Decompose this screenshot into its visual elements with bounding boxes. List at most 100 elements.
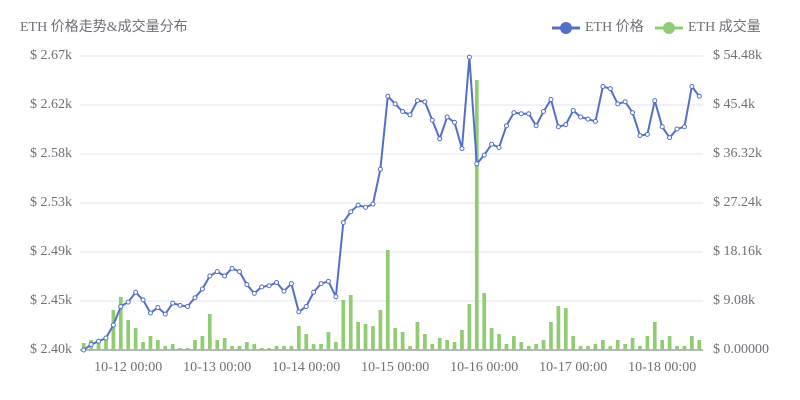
x-tick-label: 10-14 00:00 bbox=[272, 360, 340, 375]
price-point bbox=[222, 273, 228, 279]
price-point bbox=[585, 116, 591, 122]
x-tick-label: 10-17 00:00 bbox=[539, 360, 607, 375]
y2-tick-label: $ 27.24k bbox=[713, 195, 762, 210]
y-tick-label: $ 2.45k bbox=[30, 293, 72, 308]
price-point bbox=[533, 123, 539, 129]
volume-bar bbox=[497, 334, 501, 350]
volume-bar bbox=[638, 346, 642, 350]
price-point bbox=[170, 300, 176, 306]
y2-tick-label: $ 18.16k bbox=[713, 244, 762, 259]
price-point bbox=[274, 279, 280, 285]
volume-bar bbox=[371, 325, 375, 350]
price-point bbox=[667, 135, 673, 141]
price-point bbox=[288, 281, 294, 287]
price-point bbox=[622, 99, 628, 105]
volume-bar bbox=[156, 340, 160, 350]
x-tick-label: 10-15 00:00 bbox=[361, 360, 429, 375]
y-tick-label: $ 2.58k bbox=[30, 146, 72, 161]
volume-bar bbox=[200, 336, 205, 350]
volume-bar bbox=[178, 348, 182, 350]
price-point bbox=[444, 114, 450, 120]
volume-bar bbox=[556, 306, 561, 350]
price-point bbox=[96, 338, 102, 344]
price-point bbox=[459, 146, 465, 152]
price-point bbox=[600, 83, 606, 89]
volume-bar bbox=[623, 344, 627, 350]
price-point bbox=[548, 97, 554, 103]
y2-tick-label: $ 36.32k bbox=[713, 146, 762, 161]
price-point bbox=[333, 294, 339, 300]
price-point bbox=[125, 299, 131, 305]
price-point bbox=[244, 282, 250, 288]
price-point bbox=[185, 303, 191, 309]
y-tick-label: $ 2.67k bbox=[30, 48, 72, 63]
volume-bar bbox=[563, 308, 568, 350]
price-point bbox=[681, 124, 687, 130]
price-point bbox=[615, 101, 621, 107]
volume-bar bbox=[593, 344, 598, 350]
volume-bar bbox=[467, 304, 472, 350]
legend-label[interactable]: ETH 成交量 bbox=[688, 18, 761, 35]
volume-bar bbox=[282, 346, 286, 350]
volume-bar bbox=[259, 348, 264, 350]
price-point bbox=[325, 278, 331, 284]
price-point bbox=[348, 209, 354, 215]
volume-bar bbox=[519, 342, 524, 350]
price-point bbox=[392, 101, 398, 107]
price-point bbox=[429, 117, 435, 123]
volume-bar bbox=[393, 327, 398, 350]
volume-bar bbox=[274, 346, 279, 350]
volume-bar bbox=[311, 344, 316, 350]
volume-bar bbox=[630, 338, 635, 350]
volume-bar bbox=[230, 346, 234, 350]
legend-label[interactable]: ETH 价格 bbox=[585, 19, 644, 35]
volume-bar bbox=[445, 340, 449, 350]
price-point bbox=[496, 144, 502, 150]
price-point bbox=[689, 83, 695, 89]
price-point bbox=[259, 284, 265, 290]
y2-tick-label: $ 9.08k bbox=[713, 293, 755, 308]
volume-bar bbox=[356, 321, 360, 350]
legend-marker[interactable] bbox=[560, 22, 572, 34]
price-line bbox=[83, 57, 701, 351]
price-point bbox=[452, 119, 458, 125]
y2-tick-label: $ 45.4k bbox=[713, 97, 755, 112]
volume-bar bbox=[133, 327, 138, 350]
volume-bar bbox=[482, 293, 487, 350]
price-point bbox=[207, 273, 213, 279]
price-point bbox=[236, 269, 242, 275]
price-point bbox=[637, 132, 643, 138]
price-point bbox=[229, 265, 235, 271]
volume-bar bbox=[222, 338, 227, 350]
volume-bar bbox=[111, 310, 116, 350]
price-point bbox=[555, 124, 561, 130]
price-point bbox=[563, 122, 569, 128]
volume-bar bbox=[601, 340, 605, 350]
volume-bar bbox=[118, 297, 123, 350]
volume-bar bbox=[526, 346, 531, 350]
x-tick-label: 10-18 00:00 bbox=[628, 360, 696, 375]
volume-bar bbox=[319, 344, 323, 350]
legend-marker[interactable] bbox=[663, 22, 675, 34]
price-point bbox=[607, 86, 613, 92]
volume-bar bbox=[452, 342, 457, 350]
price-point bbox=[526, 111, 532, 117]
volume-bar bbox=[289, 346, 294, 350]
price-point bbox=[644, 131, 650, 137]
volume-bar bbox=[415, 321, 420, 350]
volume-bar bbox=[126, 319, 131, 350]
price-point bbox=[318, 281, 324, 287]
price-point bbox=[363, 204, 369, 210]
price-point bbox=[422, 99, 428, 105]
volume-bar bbox=[296, 325, 301, 350]
volume-bar bbox=[81, 342, 86, 350]
y-tick-label: $ 2.49k bbox=[30, 244, 72, 259]
price-point bbox=[133, 289, 139, 295]
volume-bar bbox=[267, 348, 271, 350]
chart-title: ETH 价格走势&成交量分布 bbox=[20, 18, 188, 35]
price-point bbox=[466, 54, 472, 60]
volume-bar bbox=[408, 346, 412, 350]
price-point bbox=[385, 93, 391, 99]
price-point bbox=[541, 109, 547, 115]
price-point bbox=[592, 118, 598, 124]
